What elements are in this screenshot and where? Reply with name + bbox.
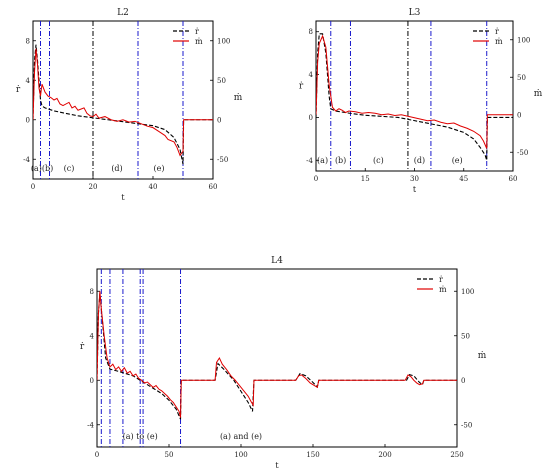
x-tick-label: 0 [314,175,318,183]
x-axis-label: t [413,185,417,194]
x-tick-label: 60 [209,183,218,191]
plot-frame [96,268,458,448]
y-right-tick-label: 50 [517,74,526,82]
series-line-m-dot [33,48,213,157]
chart-panel-l4: L4 0 50 100 150 200 250 t -4 0 4 8 ṙ -50 0 50 100 ṁ (a) to… [80,256,487,469]
phase-label: (c) [64,164,75,173]
y-right-tick-label: 100 [517,36,530,44]
y-right-tick-label: 0 [517,111,521,119]
plot-frame [315,20,514,172]
plot-frame [32,20,214,180]
x-tick-label: 15 [361,175,370,183]
y-left-axis-label: ṙ [299,82,304,92]
y-right-axis-label: ṁ [478,351,487,361]
y-right-tick-label: 100 [461,288,474,296]
x-tick-label: 250 [450,451,463,459]
y-left-tick-label: -4 [306,157,313,165]
phase-label: (e) [452,156,463,165]
y-left-tick-label: 8 [309,28,313,36]
phase-label: (c) [373,156,384,165]
phase-label: (b) [335,156,346,165]
chart-title: L2 [117,8,129,18]
series-line-m-dot [316,34,513,149]
y-left-axis-label: ṙ [16,85,21,95]
y-left-axis-label: ṙ [80,342,85,352]
y-right-tick-label: 50 [461,332,470,340]
y-left-tick-label: -4 [23,156,30,164]
legend-entry: ṙ [439,275,443,284]
x-tick-label: 30 [410,175,419,183]
phase-label: (a)(b) [31,164,53,173]
y-left-tick-label: 0 [90,377,94,385]
y-left-tick-label: 4 [90,332,95,340]
y-right-tick-label: 50 [217,77,226,85]
x-tick-label: 50 [165,451,174,459]
legend: ṙṁ [473,27,503,46]
y-right-axis-label: ṁ [534,89,543,99]
x-axis-label: t [275,461,279,469]
chart-title: L3 [409,8,421,18]
series-line-r-dot [97,293,457,420]
series-line-r-dot [316,33,513,161]
legend-entry: ṁ [439,285,447,294]
y-right-tick-label: 100 [217,37,230,45]
phase-label: (a) to (e) [123,432,158,441]
y-left-tick-label: 0 [309,114,313,122]
series-line-m-dot [97,291,457,418]
y-left-tick-label: 8 [26,37,30,45]
x-tick-label: 0 [31,183,35,191]
phase-label: (d) [111,164,122,173]
y-right-tick-label: 0 [461,377,465,385]
y-right-tick-label: -50 [461,421,472,429]
y-left-tick-label: 0 [26,116,30,124]
y-left-tick-label: -4 [87,421,94,429]
x-tick-label: 45 [459,175,468,183]
phase-label: (d) [414,156,425,165]
y-right-axis-label: ṁ [234,93,243,103]
y-left-tick-label: 8 [90,288,94,296]
legend: ṙṁ [417,275,447,294]
legend-entry: ṙ [195,27,199,36]
x-tick-label: 200 [378,451,391,459]
phase-label: (e) [154,164,165,173]
phase-label: (a) [317,156,328,165]
x-axis-label: t [121,193,125,202]
legend-entry: ṙ [495,27,499,36]
x-tick-label: 150 [306,451,319,459]
phase-label: (a) and (e) [220,432,262,441]
x-tick-label: 20 [89,183,98,191]
chart-title: L4 [271,256,283,266]
y-right-tick-label: 0 [217,116,221,124]
legend: ṙṁ [173,27,203,46]
y-right-tick-label: -50 [217,156,228,164]
y-right-tick-label: -50 [517,149,528,157]
x-tick-label: 60 [509,175,518,183]
legend-entry: ṁ [495,37,503,46]
chart-panel-l3: L3 0 15 30 45 60 t -4 0 4 8 ṙ -50 0 50 100 ṁ (a) (b) (c) (d)… [299,8,543,194]
legend-entry: ṁ [195,37,203,46]
chart-panel-l2: L2 0 20 40 60 t -4 0 4 8 ṙ -50 0 50 100 ṁ (a)(b) (c) (d) (e… [16,8,243,202]
x-tick-label: 0 [95,451,99,459]
x-tick-label: 40 [149,183,158,191]
y-left-tick-label: 4 [26,77,31,85]
x-tick-label: 100 [234,451,247,459]
y-left-tick-label: 4 [309,71,314,79]
